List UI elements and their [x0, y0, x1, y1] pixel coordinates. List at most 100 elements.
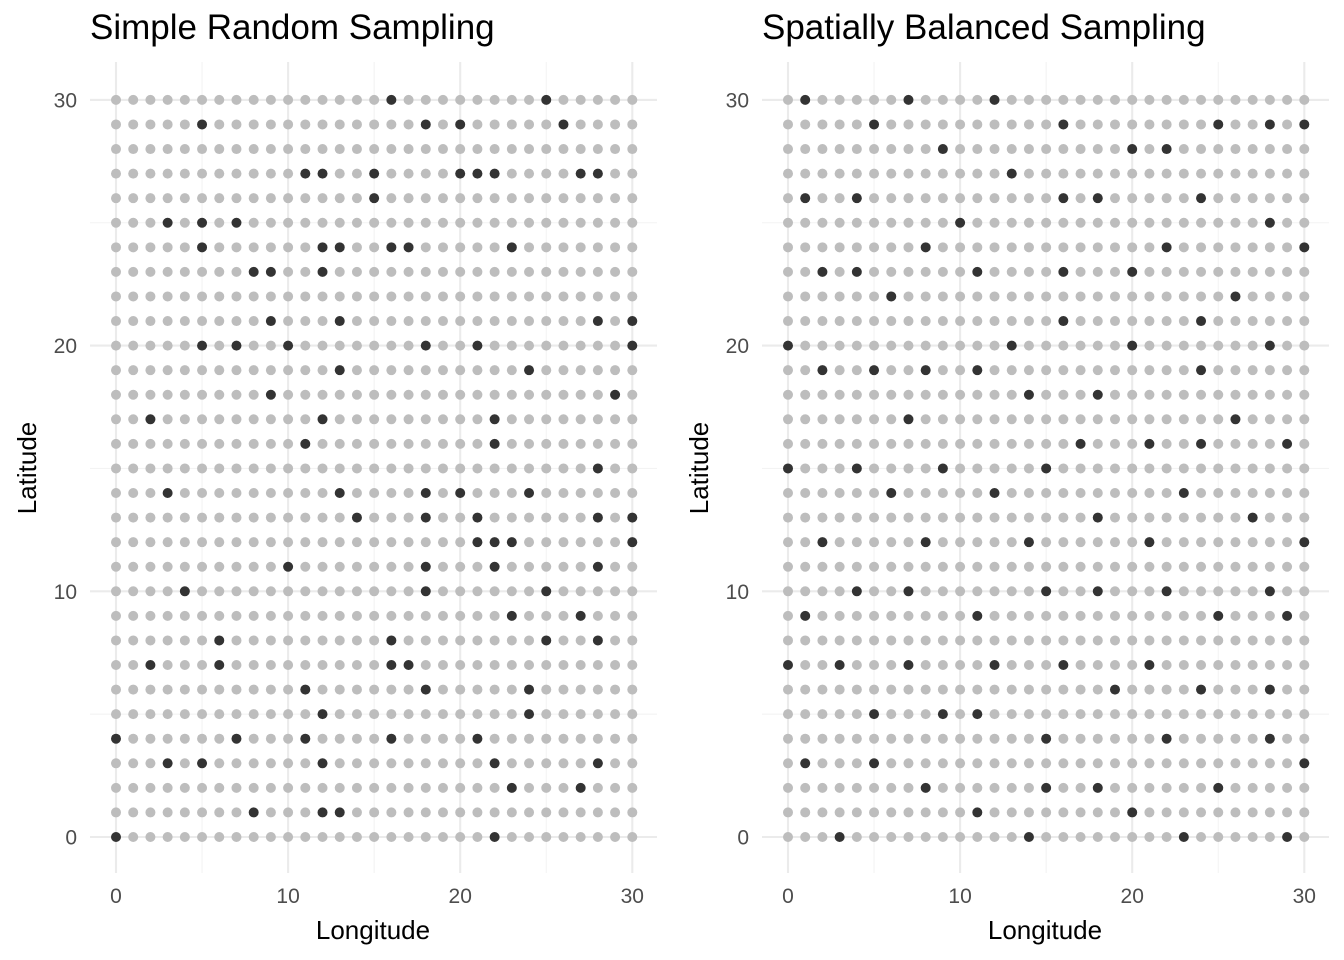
population-point	[162, 438, 173, 449]
population-point	[162, 291, 173, 302]
population-point	[231, 684, 242, 695]
population-point	[334, 733, 345, 744]
population-point	[300, 340, 311, 351]
population-point	[1092, 684, 1103, 695]
population-point	[627, 217, 638, 228]
population-point	[627, 610, 638, 621]
population-point	[111, 684, 121, 695]
population-point	[214, 438, 225, 449]
population-point	[1109, 414, 1120, 425]
population-point	[455, 782, 466, 793]
population-point	[111, 168, 121, 179]
population-point	[248, 537, 259, 548]
population-point	[351, 389, 362, 400]
population-point	[1264, 463, 1275, 474]
population-point	[1264, 537, 1275, 548]
population-point	[627, 586, 638, 597]
population-point	[989, 193, 1000, 204]
population-point	[834, 733, 845, 744]
sample-point	[627, 512, 638, 523]
population-point	[369, 832, 380, 842]
sample-point	[420, 684, 431, 695]
population-point	[162, 94, 173, 105]
population-point	[920, 340, 931, 351]
population-point	[179, 291, 190, 302]
population-point	[128, 340, 139, 351]
population-point	[369, 144, 380, 155]
population-point	[1127, 512, 1138, 523]
population-point	[627, 193, 638, 204]
population-point	[1282, 389, 1293, 400]
population-point	[1041, 832, 1052, 842]
population-point	[1075, 365, 1086, 376]
population-point	[1213, 242, 1224, 253]
population-point	[1092, 463, 1103, 474]
population-point	[283, 94, 294, 105]
sample-point	[472, 340, 483, 351]
population-point	[1023, 365, 1034, 376]
population-point	[592, 365, 603, 376]
population-point	[1075, 217, 1086, 228]
population-point	[1213, 414, 1224, 425]
population-point	[1161, 635, 1172, 646]
population-point	[937, 389, 948, 400]
sample-point	[1264, 340, 1275, 351]
population-point	[1127, 610, 1138, 621]
population-point	[886, 586, 897, 597]
population-point	[437, 168, 448, 179]
sample-point	[627, 537, 638, 548]
population-point	[524, 316, 535, 327]
population-point	[1196, 733, 1207, 744]
population-point	[1264, 266, 1275, 277]
population-point	[214, 684, 225, 695]
population-point	[955, 463, 966, 474]
population-point	[783, 586, 793, 597]
population-point	[1006, 94, 1017, 105]
population-point	[1041, 561, 1052, 572]
population-point	[989, 144, 1000, 155]
population-point	[575, 316, 586, 327]
population-point	[1058, 537, 1069, 548]
population-point	[1264, 365, 1275, 376]
population-point	[1075, 144, 1086, 155]
population-point	[386, 512, 397, 523]
population-point	[800, 635, 811, 646]
population-point	[972, 586, 983, 597]
population-point	[1144, 193, 1155, 204]
population-point	[455, 733, 466, 744]
population-point	[851, 94, 862, 105]
population-point	[989, 635, 1000, 646]
population-point	[248, 463, 259, 474]
population-point	[369, 684, 380, 695]
population-point	[1092, 610, 1103, 621]
population-point	[420, 217, 431, 228]
population-point	[369, 242, 380, 253]
population-point	[1161, 316, 1172, 327]
population-point	[403, 94, 414, 105]
population-point	[937, 537, 948, 548]
population-point	[1264, 832, 1275, 842]
population-point	[1213, 758, 1224, 769]
population-point	[783, 389, 793, 400]
population-point	[558, 512, 569, 523]
population-point	[248, 660, 259, 671]
population-point	[111, 414, 121, 425]
population-point	[800, 733, 811, 744]
population-point	[989, 782, 1000, 793]
population-point	[489, 807, 500, 818]
population-point	[1092, 758, 1103, 769]
population-point	[1213, 291, 1224, 302]
population-point	[300, 586, 311, 597]
population-point	[592, 217, 603, 228]
population-point	[627, 266, 638, 277]
population-point	[1161, 217, 1172, 228]
sample-point	[162, 758, 173, 769]
population-point	[162, 807, 173, 818]
population-point	[403, 414, 414, 425]
population-point	[248, 94, 259, 105]
population-point	[558, 438, 569, 449]
population-point	[1247, 758, 1258, 769]
sample-point	[179, 586, 190, 597]
population-point	[179, 537, 190, 548]
